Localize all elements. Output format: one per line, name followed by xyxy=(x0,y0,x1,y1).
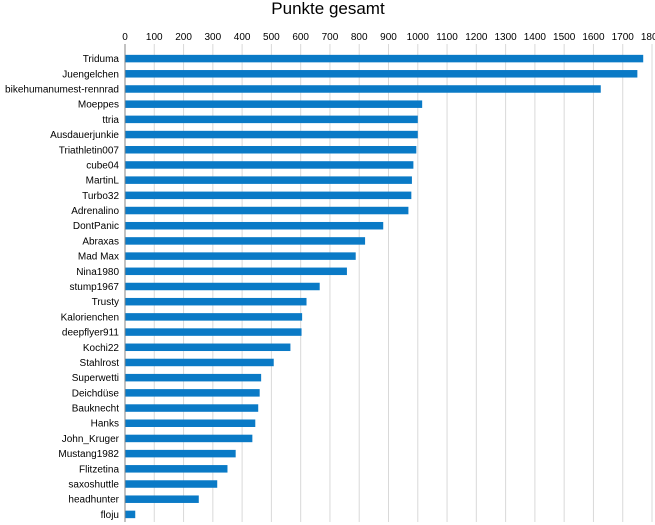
bar xyxy=(125,206,409,215)
category-label: Triduma xyxy=(83,54,120,65)
x-tick-label: 1000 xyxy=(407,32,430,43)
category-label: deepflyer911 xyxy=(62,328,120,339)
category-label: Stahlrost xyxy=(80,358,120,369)
bar xyxy=(125,313,303,321)
bar xyxy=(125,130,418,139)
category-label: John_Kruger xyxy=(62,434,120,445)
bar xyxy=(125,115,418,124)
category-label: floju xyxy=(101,510,119,521)
category-label: Nina1980 xyxy=(76,267,119,278)
x-axis-ticks: 0 100 200 300 400 500 600 700 800 900 1000 1100 1200… xyxy=(122,32,655,43)
x-tick-label: 300 xyxy=(204,32,221,43)
category-label: stump1967 xyxy=(70,282,120,293)
x-tick-label: 800 xyxy=(351,32,368,43)
bar xyxy=(125,176,412,184)
bar xyxy=(125,85,601,93)
x-tick-label: 900 xyxy=(380,32,397,43)
category-label: Triathletin007 xyxy=(59,145,120,156)
x-tick-label: 200 xyxy=(175,32,192,43)
bar xyxy=(125,404,259,412)
bar xyxy=(125,434,253,443)
bar xyxy=(125,221,384,230)
category-label: Hanks xyxy=(91,419,119,430)
category-label: Flitzetina xyxy=(79,464,119,475)
bar xyxy=(125,70,638,78)
bar xyxy=(125,480,218,488)
category-label: Mad Max xyxy=(78,252,119,263)
category-label: Mustang1982 xyxy=(58,449,119,460)
x-tick-label: 700 xyxy=(322,32,339,43)
bar xyxy=(125,191,412,200)
category-label: ttria xyxy=(102,115,119,126)
x-tick-label: 1600 xyxy=(582,32,605,43)
category-label: Ausdauerjunkie xyxy=(50,130,119,141)
category-label: Kochi22 xyxy=(83,343,120,354)
x-tick-label: 1300 xyxy=(494,32,517,43)
bar xyxy=(125,510,136,519)
bar xyxy=(125,282,320,291)
category-label: bikehumanumest-rennrad xyxy=(5,84,119,95)
bar xyxy=(125,161,414,169)
x-tick-label: 1200 xyxy=(465,32,488,43)
category-label: Turbo32 xyxy=(82,191,119,202)
bar xyxy=(125,343,291,352)
bar xyxy=(125,146,417,154)
bars xyxy=(125,54,644,519)
category-label: DontPanic xyxy=(73,221,119,232)
bar xyxy=(125,358,274,367)
x-tick-label: 1100 xyxy=(436,32,458,43)
bar xyxy=(125,419,256,427)
x-tick-label: 1500 xyxy=(553,32,576,43)
bar xyxy=(125,373,262,382)
bar xyxy=(125,267,347,276)
gridlines xyxy=(124,44,653,522)
category-label: Moeppes xyxy=(78,100,119,111)
bar xyxy=(125,54,644,63)
category-label: headhunter xyxy=(68,495,119,506)
bar xyxy=(125,297,307,306)
bar xyxy=(125,495,199,503)
bar xyxy=(125,328,302,336)
category-label: Trusty xyxy=(92,297,119,308)
bar xyxy=(125,237,366,245)
category-label: Superwetti xyxy=(72,373,119,384)
x-tick-label: 0 xyxy=(122,32,128,43)
category-label: Abraxas xyxy=(82,236,119,247)
category-labels: Triduma Juengelchen bikehumanumest-rennrad… xyxy=(5,54,120,521)
chart-title: Punkte gesamt xyxy=(271,0,385,18)
category-label: Juengelchen xyxy=(62,69,119,80)
category-label: MartinL xyxy=(86,176,120,187)
bar xyxy=(125,100,423,108)
category-label: saxoshuttle xyxy=(68,480,119,491)
bar xyxy=(125,449,236,458)
category-label: Bauknecht xyxy=(72,404,119,415)
bar xyxy=(125,465,228,473)
x-tick-label: 1700 xyxy=(612,32,635,43)
x-tick-label: 400 xyxy=(234,32,251,43)
x-tick-label: 1800 xyxy=(641,32,655,43)
category-label: Deichdüse xyxy=(72,388,120,399)
x-tick-label: 600 xyxy=(292,32,309,43)
bar xyxy=(125,252,356,260)
bar xyxy=(125,389,260,397)
category-label: Adrenalino xyxy=(71,206,119,217)
x-tick-label: 1400 xyxy=(524,32,547,43)
x-tick-label: 100 xyxy=(146,32,163,43)
x-tick-label: 500 xyxy=(263,32,280,43)
category-label: Kalorienchen xyxy=(61,312,119,323)
category-label: cube04 xyxy=(86,160,119,171)
